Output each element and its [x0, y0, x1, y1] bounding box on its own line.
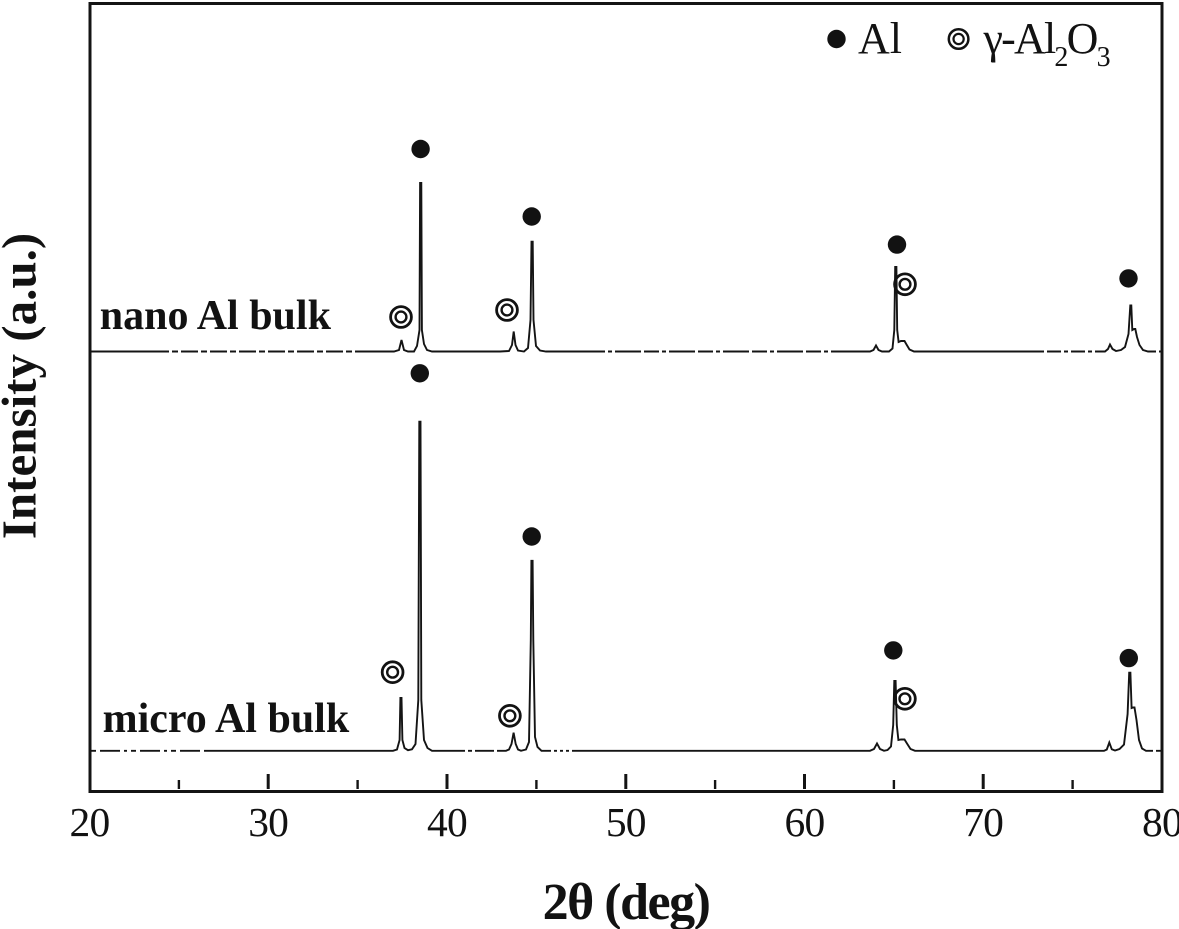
svg-text:60: 60 [785, 799, 825, 845]
svg-text:2θ (deg): 2θ (deg) [543, 874, 710, 929]
svg-text:70: 70 [963, 799, 1003, 845]
svg-text:50: 50 [606, 799, 646, 845]
svg-text:Al: Al [858, 14, 902, 63]
svg-text:40: 40 [427, 799, 467, 845]
svg-text:20: 20 [70, 799, 110, 845]
svg-text:Intensity (a.u.): Intensity (a.u.) [0, 233, 47, 539]
svg-text:nano Al bulk: nano Al bulk [100, 293, 332, 339]
svg-text:80: 80 [1142, 799, 1179, 845]
svg-text:30: 30 [248, 799, 288, 845]
svg-text:micro Al bulk: micro Al bulk [103, 696, 350, 742]
